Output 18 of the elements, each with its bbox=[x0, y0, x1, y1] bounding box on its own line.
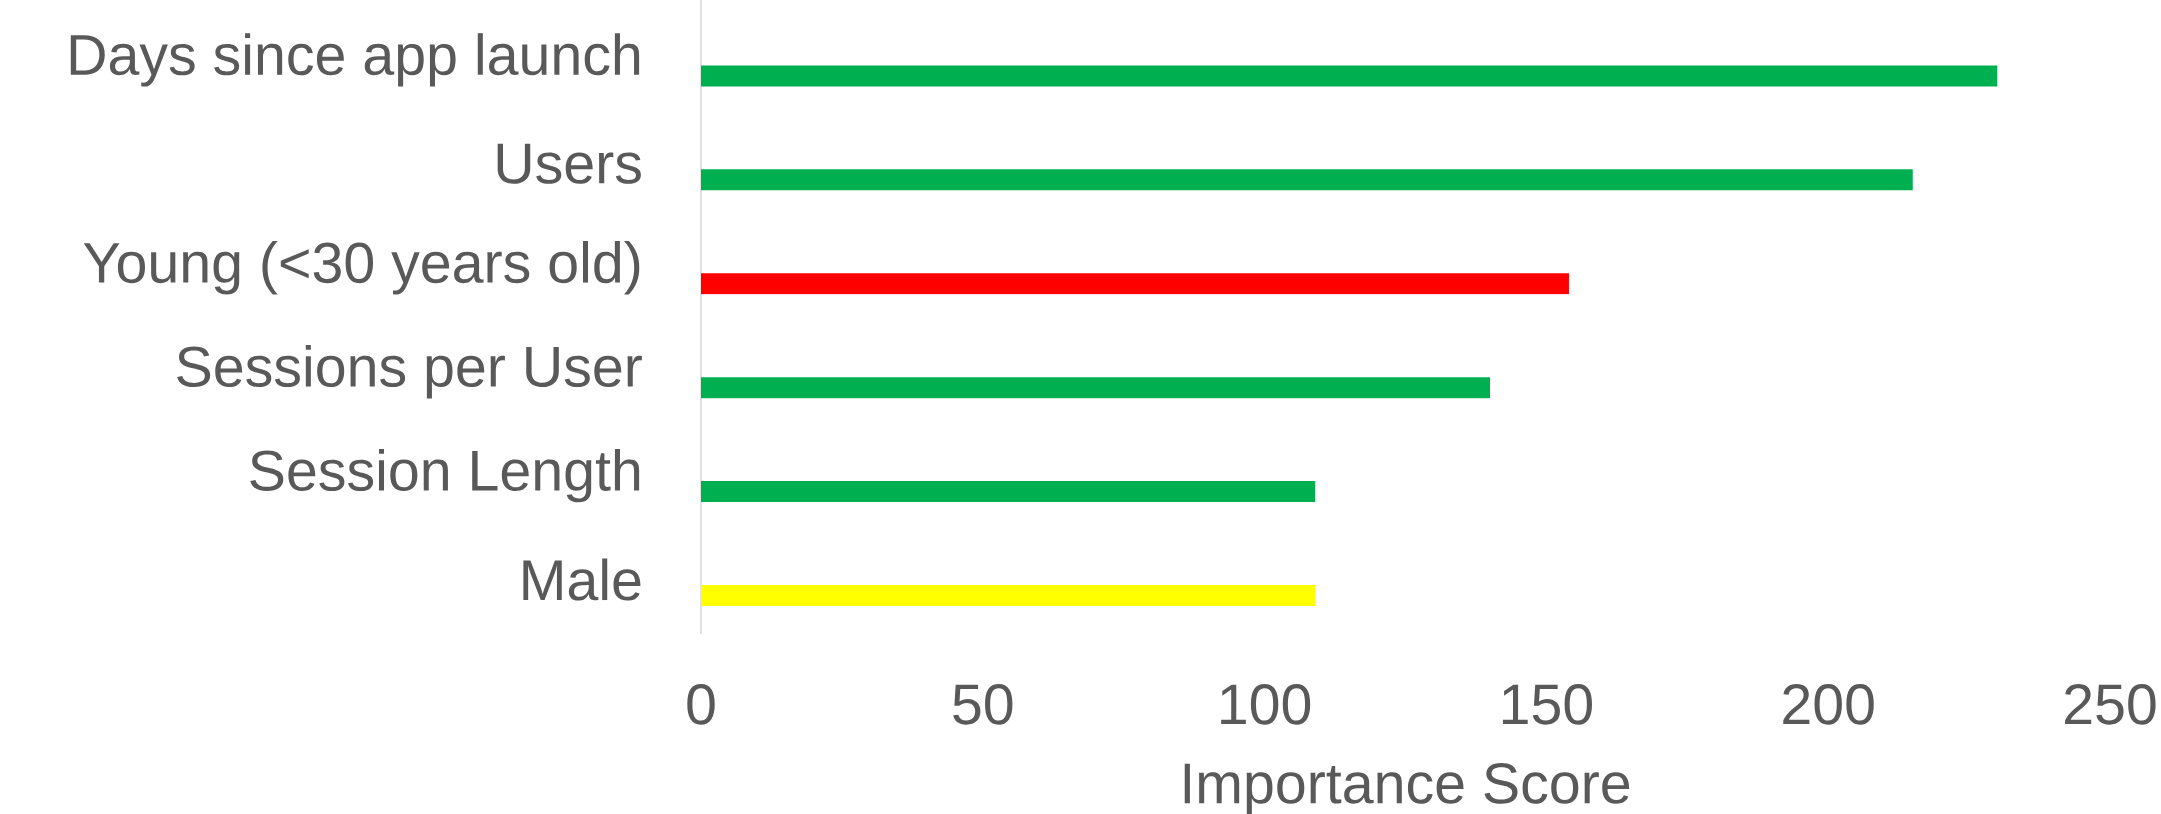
y-tick-label: Young (<30 years old) bbox=[83, 241, 640, 295]
x-tick-label: 100 bbox=[1221, 684, 1311, 725]
bar bbox=[701, 377, 1491, 399]
bar bbox=[701, 481, 1316, 503]
x-tick-label: 0 bbox=[687, 684, 715, 725]
y-tick-label: Users bbox=[497, 143, 641, 184]
y-tick-label: Days since app launch bbox=[70, 33, 640, 87]
y-tick-label: Sessions per User bbox=[177, 344, 642, 399]
y-tick-label: Session Length bbox=[250, 448, 640, 503]
bar bbox=[701, 65, 1998, 87]
x-tick-label: 250 bbox=[2065, 684, 2156, 725]
x-tick-label: 150 bbox=[1502, 684, 1592, 725]
y-tick-label: Male bbox=[523, 558, 641, 601]
bar bbox=[701, 585, 1316, 607]
bar bbox=[701, 273, 1569, 295]
x-tick-label: 50 bbox=[953, 684, 1013, 725]
bar bbox=[701, 169, 1913, 191]
x-tick-label: 200 bbox=[1783, 684, 1874, 725]
